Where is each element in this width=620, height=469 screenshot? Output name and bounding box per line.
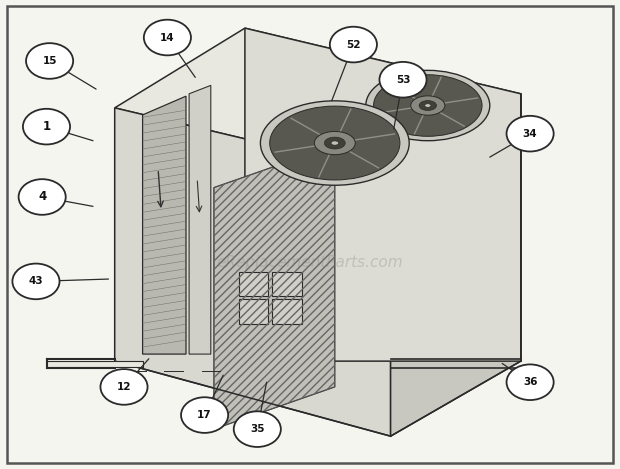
- Ellipse shape: [331, 141, 339, 145]
- Circle shape: [234, 411, 281, 447]
- Ellipse shape: [373, 75, 482, 136]
- Text: eReplacementParts.com: eReplacementParts.com: [216, 255, 404, 270]
- Circle shape: [23, 109, 70, 144]
- Circle shape: [19, 179, 66, 215]
- Ellipse shape: [419, 100, 436, 111]
- Bar: [272, 299, 302, 324]
- Ellipse shape: [410, 96, 445, 115]
- Circle shape: [100, 369, 148, 405]
- Ellipse shape: [324, 137, 345, 149]
- Bar: [239, 299, 268, 324]
- Circle shape: [507, 116, 554, 151]
- Ellipse shape: [425, 104, 431, 107]
- Text: 15: 15: [42, 56, 57, 66]
- Ellipse shape: [314, 131, 355, 155]
- Ellipse shape: [366, 70, 490, 141]
- Circle shape: [379, 62, 427, 98]
- Polygon shape: [189, 85, 211, 354]
- Text: 53: 53: [396, 75, 410, 85]
- Text: 12: 12: [117, 382, 131, 392]
- Text: 43: 43: [29, 276, 43, 287]
- Bar: [239, 272, 268, 296]
- Text: 35: 35: [250, 424, 265, 434]
- Polygon shape: [245, 28, 521, 361]
- Circle shape: [144, 20, 191, 55]
- Text: 36: 36: [523, 377, 538, 387]
- Polygon shape: [391, 94, 521, 436]
- Circle shape: [330, 27, 377, 62]
- Text: 52: 52: [346, 39, 361, 50]
- Text: 34: 34: [523, 129, 538, 139]
- Bar: [272, 272, 302, 296]
- Polygon shape: [143, 96, 186, 354]
- Circle shape: [26, 43, 73, 79]
- Polygon shape: [214, 145, 335, 429]
- Text: 4: 4: [38, 190, 46, 204]
- Circle shape: [181, 397, 228, 433]
- Polygon shape: [115, 28, 521, 174]
- Text: 1: 1: [42, 120, 51, 133]
- Text: 14: 14: [160, 32, 175, 43]
- Polygon shape: [115, 108, 391, 436]
- Circle shape: [12, 264, 60, 299]
- Ellipse shape: [260, 101, 409, 185]
- Ellipse shape: [270, 106, 400, 180]
- Circle shape: [507, 364, 554, 400]
- Text: 17: 17: [197, 410, 212, 420]
